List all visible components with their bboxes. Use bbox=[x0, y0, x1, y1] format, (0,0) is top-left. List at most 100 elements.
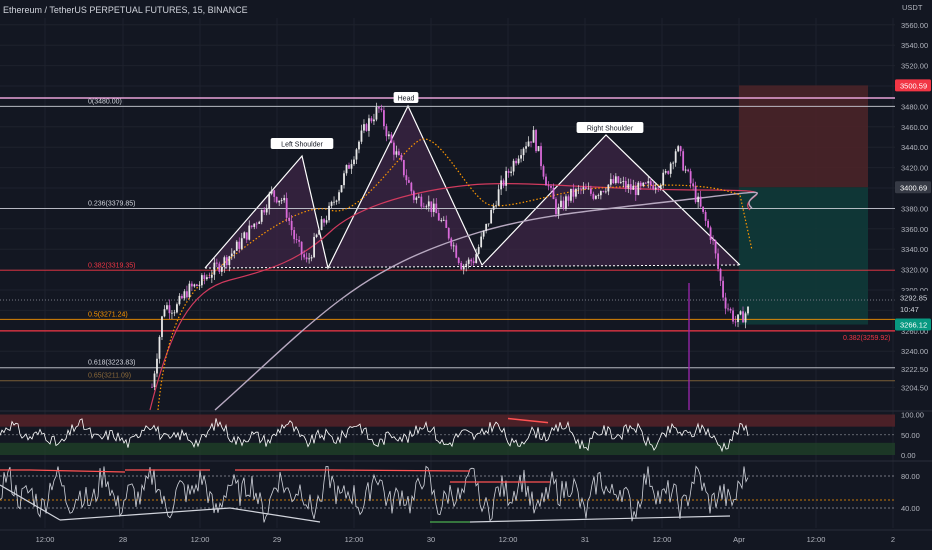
candle-body bbox=[358, 141, 360, 150]
candle-body bbox=[717, 253, 719, 269]
candle-body bbox=[200, 275, 203, 286]
candle-body bbox=[747, 306, 749, 314]
fib-label: 0(3480.00) bbox=[88, 98, 122, 105]
candle-body bbox=[313, 236, 315, 258]
time-tick: 12:00 bbox=[653, 535, 672, 544]
time-tick: 12:00 bbox=[807, 535, 826, 544]
price-tick: 3560.00 bbox=[901, 21, 928, 30]
candle-body bbox=[522, 148, 525, 156]
candle-body bbox=[687, 169, 690, 172]
candle-body bbox=[166, 305, 168, 310]
candle-body bbox=[203, 275, 206, 280]
osc1-tick: 50.00 bbox=[901, 431, 920, 440]
candle-body bbox=[235, 241, 238, 251]
osc1-line bbox=[0, 418, 749, 453]
candle-body bbox=[188, 283, 191, 298]
candle-body bbox=[482, 230, 485, 237]
price-tick: 3320.00 bbox=[901, 266, 928, 275]
candle-body bbox=[480, 236, 483, 248]
price-tick: 3440.00 bbox=[901, 143, 928, 152]
candle-body bbox=[455, 245, 458, 258]
price-tick: 3204.50 bbox=[901, 383, 928, 392]
candle-body bbox=[572, 188, 575, 197]
candle-body bbox=[278, 200, 281, 203]
candle-body bbox=[161, 316, 163, 337]
candle-body bbox=[255, 223, 258, 225]
candle-body bbox=[335, 200, 338, 202]
time-tick: 12:00 bbox=[36, 535, 55, 544]
candle-body bbox=[647, 181, 650, 184]
candle-body bbox=[722, 280, 724, 298]
candle-body bbox=[537, 146, 540, 152]
candle-body bbox=[390, 134, 393, 143]
pattern-label-bg bbox=[576, 122, 644, 133]
candle-body bbox=[485, 223, 488, 231]
price-tick: 3222.50 bbox=[901, 365, 928, 374]
candle-body bbox=[442, 219, 445, 221]
candle-body bbox=[363, 124, 365, 131]
neckline bbox=[204, 264, 741, 269]
candle-body bbox=[674, 151, 677, 163]
candle-body bbox=[402, 160, 405, 176]
ema-fast-line bbox=[157, 138, 753, 411]
candle-body bbox=[275, 196, 278, 203]
candle-body bbox=[684, 169, 687, 171]
candle-body bbox=[320, 219, 323, 231]
candle-body bbox=[178, 295, 181, 305]
candle-body bbox=[250, 225, 253, 227]
candle-body bbox=[692, 183, 695, 187]
candle-body bbox=[183, 291, 186, 299]
time-tick: 31 bbox=[581, 535, 589, 544]
candle-body bbox=[288, 217, 291, 221]
candle-body bbox=[699, 196, 702, 207]
candle-body bbox=[193, 284, 196, 287]
osc2-trendline bbox=[0, 484, 61, 521]
candle-body bbox=[729, 308, 732, 311]
price-badge-label: 3266.12 bbox=[900, 321, 927, 330]
candle-body bbox=[472, 261, 475, 263]
osc2-trendline bbox=[329, 469, 471, 472]
candle-body bbox=[368, 118, 370, 131]
candle-body bbox=[614, 176, 617, 184]
candle-body bbox=[550, 186, 552, 188]
candle-body bbox=[223, 257, 226, 267]
candle-body bbox=[315, 234, 318, 237]
osc2-tick: 80.00 bbox=[901, 472, 920, 481]
candle-body bbox=[427, 201, 430, 207]
candle-body bbox=[465, 263, 468, 266]
candle-body bbox=[245, 232, 248, 240]
candle-body bbox=[213, 262, 216, 275]
candle-body bbox=[343, 173, 345, 186]
candle-body bbox=[677, 146, 680, 152]
candle-body bbox=[617, 176, 620, 183]
candle-body bbox=[460, 262, 463, 270]
candle-body bbox=[492, 205, 495, 210]
candle-body bbox=[248, 225, 251, 240]
candle-body bbox=[654, 187, 657, 190]
candle-body bbox=[181, 295, 183, 299]
fib-label: 0.382(3259.92) bbox=[843, 335, 890, 342]
time-tick: 12:00 bbox=[191, 535, 210, 544]
candle-body bbox=[612, 179, 615, 184]
candle-body bbox=[445, 219, 448, 228]
osc2-tick: 40.00 bbox=[901, 504, 920, 513]
candle-body bbox=[599, 191, 602, 196]
candle-body bbox=[627, 184, 630, 189]
candle-body bbox=[151, 386, 153, 388]
candle-body bbox=[709, 227, 712, 240]
candle-body bbox=[744, 313, 747, 323]
candle-body bbox=[205, 277, 208, 280]
candle-body bbox=[540, 146, 542, 167]
candle-body bbox=[495, 205, 498, 207]
candle-body bbox=[195, 284, 198, 287]
candle-body bbox=[462, 265, 465, 270]
candle-body bbox=[330, 201, 333, 206]
candle-body bbox=[171, 312, 173, 314]
price-tick: 3380.00 bbox=[901, 204, 928, 213]
candle-body bbox=[629, 184, 632, 190]
candle-body bbox=[470, 259, 473, 262]
candle-body bbox=[392, 142, 395, 155]
candle-body bbox=[575, 188, 577, 197]
price-badge-label: 3500.59 bbox=[900, 81, 927, 90]
